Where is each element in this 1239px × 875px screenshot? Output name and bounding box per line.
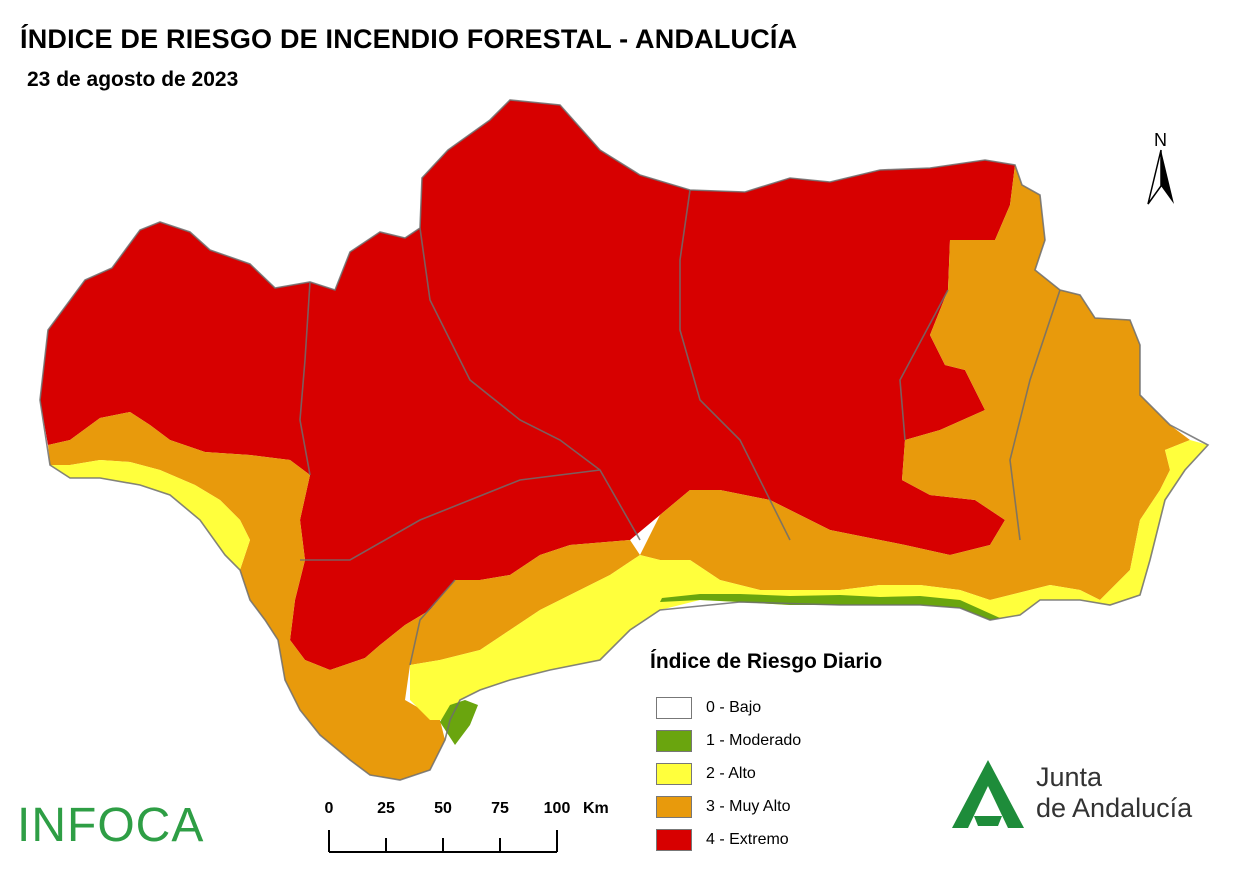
legend-item-muy-alto: 3 - Muy Alto	[650, 790, 950, 823]
zone-very-high-west	[48, 412, 640, 780]
infoca-logo: INFOCA	[17, 799, 205, 852]
scale-tick-label: 0	[324, 800, 334, 817]
north-arrow-icon	[1147, 149, 1174, 205]
map-title: ÍNDICE DE RIESGO DE INCENDIO FORESTAL - …	[20, 24, 798, 54]
legend-swatch	[656, 762, 692, 785]
zone-moderate-coast	[660, 594, 1000, 620]
legend-swatch	[656, 828, 692, 851]
zone-moderate-south	[440, 700, 478, 745]
scale-tick-label: 75	[491, 800, 509, 817]
scale-bar-line	[328, 830, 558, 853]
scale-tick-label: 100	[543, 800, 571, 817]
legend: Índice de Riesgo Diario 0 - Bajo 1 - Mod…	[650, 650, 950, 856]
junta-de-andalucia-logo: Junta de Andalucía	[948, 756, 1218, 836]
legend-title: Índice de Riesgo Diario	[650, 650, 883, 673]
legend-label: 3 - Muy Alto	[706, 797, 791, 815]
zone-very-high-east	[640, 165, 1190, 600]
legend-swatch	[656, 696, 692, 719]
province-boundaries	[39, 99, 1210, 781]
north-arrow: N	[1140, 128, 1186, 210]
junta-line-2: de Andalucía	[1036, 793, 1193, 823]
legend-item-moderado: 1 - Moderado	[650, 724, 950, 757]
legend-swatch	[656, 729, 692, 752]
legend-label: 4 - Extremo	[706, 830, 789, 848]
legend-item-alto: 2 - Alto	[650, 757, 950, 790]
scale-unit: Km	[583, 800, 609, 817]
scale-bar: 0 25 50 75 100 Km	[315, 800, 615, 860]
legend-item-bajo: 0 - Bajo	[650, 691, 950, 724]
junta-line-1: Junta	[1036, 762, 1103, 792]
legend-label: 2 - Alto	[706, 764, 756, 782]
legend-item-extremo: 4 - Extremo	[650, 823, 950, 856]
legend-label: 1 - Moderado	[706, 731, 802, 749]
zone-extreme	[40, 100, 1015, 670]
scale-tick-label: 25	[377, 800, 395, 817]
junta-emblem-icon	[952, 760, 1024, 828]
scale-tick-label: 50	[434, 800, 452, 817]
north-label: N	[1154, 130, 1167, 150]
map-date: 23 de agosto de 2023	[27, 68, 239, 91]
legend-label: 0 - Bajo	[706, 698, 762, 716]
legend-swatch	[656, 795, 692, 818]
